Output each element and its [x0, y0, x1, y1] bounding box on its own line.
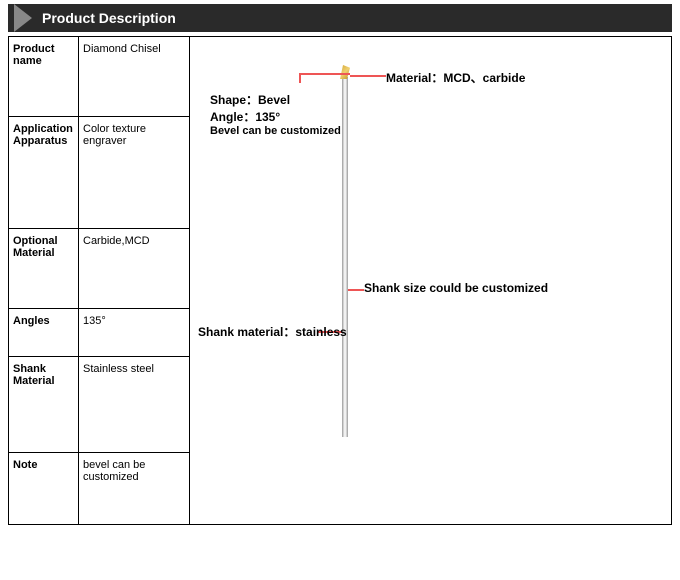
material-annotation: Material：MCD、carbide	[386, 69, 525, 86]
shape-label: Shape：Bevel	[210, 91, 341, 108]
spec-label: Angles	[9, 309, 79, 357]
table-row: Product name Diamond Chisel	[9, 37, 190, 117]
spec-label: Note	[9, 453, 79, 525]
header-arrow-icon	[14, 4, 32, 32]
table-row: Application Apparatus Color texture engr…	[9, 117, 190, 229]
section-header: Product Description	[8, 4, 672, 32]
leader-line	[348, 289, 364, 291]
table-row: Optional Material Carbide,MCD	[9, 229, 190, 309]
spec-label: Shank Material	[9, 357, 79, 453]
spec-value: Color texture engraver	[79, 117, 190, 229]
spec-value: 135°	[79, 309, 190, 357]
leader-line	[299, 73, 301, 83]
table-row: Angles 135°	[9, 309, 190, 357]
spec-value: Diamond Chisel	[79, 37, 190, 117]
table-row: Note bevel can be customized	[9, 453, 190, 525]
spec-label: Optional Material	[9, 229, 79, 309]
shape-annotation: Shape：Bevel Angle：135° Bevel can be cust…	[210, 91, 341, 137]
spec-label: Product name	[9, 37, 79, 117]
header-title: Product Description	[42, 10, 176, 26]
spec-value: Stainless steel	[79, 357, 190, 453]
leader-line	[300, 73, 350, 75]
leader-line	[350, 75, 386, 77]
bevel-note: Bevel can be customized	[210, 125, 341, 137]
product-diagram: Shape：Bevel Angle：135° Bevel can be cust…	[190, 36, 672, 525]
spec-value: bevel can be customized	[79, 453, 190, 525]
table-row: Shank Material Stainless steel	[9, 357, 190, 453]
spec-label: Application Apparatus	[9, 117, 79, 229]
chisel-shank-graphic	[342, 77, 348, 437]
chisel-tip-graphic	[340, 65, 350, 79]
shank-size-annotation: Shank size could be customized	[364, 281, 548, 295]
content-area: Product name Diamond Chisel Application …	[0, 36, 680, 525]
spec-value: Carbide,MCD	[79, 229, 190, 309]
shank-material-annotation: Shank material：stainless	[198, 323, 347, 340]
spec-table: Product name Diamond Chisel Application …	[8, 36, 190, 525]
angle-label: Angle：135°	[210, 108, 341, 125]
